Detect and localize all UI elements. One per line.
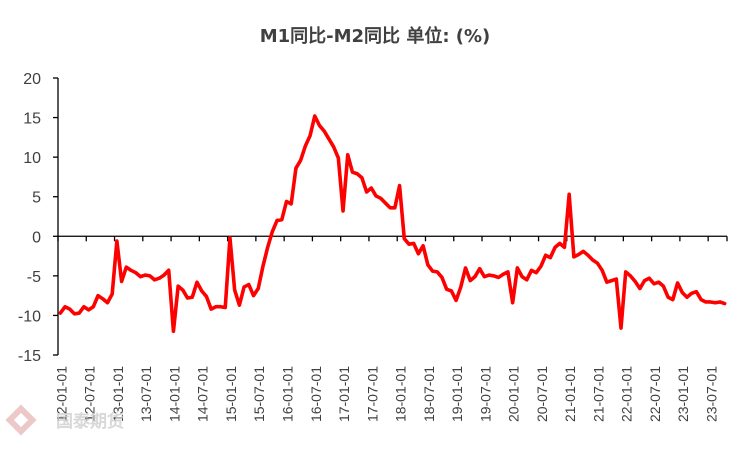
watermark-logo-icon: [5, 404, 37, 436]
x-tick-label: 18-07-01: [421, 366, 437, 422]
watermark-text: 国泰期货: [56, 411, 124, 432]
x-tick-label: 16-07-01: [308, 366, 324, 422]
x-tick-label: 13-01-01: [110, 366, 126, 422]
x-tick-label: 18-01-01: [393, 366, 409, 422]
x-tick-label: 12-01-01: [53, 366, 69, 422]
x-tick-label: 20-07-01: [534, 366, 550, 422]
x-tick-label: 21-01-01: [562, 366, 578, 422]
x-tick-label: 19-01-01: [449, 366, 465, 422]
x-tick-label: 21-07-01: [590, 366, 606, 422]
y-tick-label: 20: [23, 71, 41, 88]
y-tick-label: 5: [32, 190, 41, 207]
y-tick-label: -15: [18, 348, 41, 365]
watermark: 国泰期货: [5, 404, 124, 436]
x-tick-label: 22-01-01: [619, 366, 635, 422]
y-tick-label: -5: [27, 269, 41, 286]
x-tick-label: 17-07-01: [364, 366, 380, 422]
y-tick-label: 10: [23, 150, 41, 167]
plot-area: 20 15 10 5 0 -5 -10 -15 12-01-01 12-07-01 13-01-01…: [18, 71, 728, 422]
x-tick-label: 20-01-01: [506, 366, 522, 422]
x-tick-label: 19-07-01: [477, 366, 493, 422]
x-tick-label: 23-07-01: [704, 366, 720, 422]
y-tick-label: -10: [18, 308, 41, 325]
series-line: [58, 114, 727, 334]
x-tick-label: 15-01-01: [223, 366, 239, 422]
x-tick-label: 22-07-01: [647, 366, 663, 422]
x-tick-label: 14-01-01: [166, 366, 182, 422]
x-tick-label: 14-07-01: [195, 366, 211, 422]
chart-title: M1同比-M2同比 单位: (%): [260, 25, 491, 47]
x-tick-label: 16-01-01: [279, 366, 295, 422]
y-tick-label: 15: [23, 111, 41, 128]
x-tick-label: 17-01-01: [336, 366, 352, 422]
x-tick-label: 12-07-01: [82, 366, 98, 422]
y-tick-label: 0: [32, 229, 41, 246]
x-tick-label: 15-07-01: [251, 366, 267, 422]
x-tick-label: 13-07-01: [138, 366, 154, 422]
x-tick-label: 23-01-01: [675, 366, 691, 422]
